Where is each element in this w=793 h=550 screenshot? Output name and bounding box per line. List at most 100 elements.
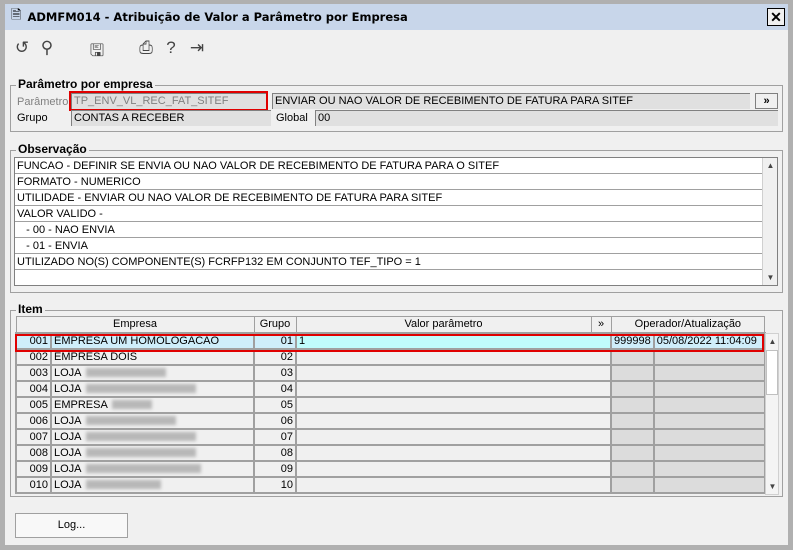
observation-line: - 00 - NAO ENVIA [15,222,763,238]
param-description: ENVIAR OU NAO VALOR DE RECEBIMENTO DE FA… [272,93,750,109]
cell-operador: 999998 [610,331,655,350]
cell-empresa: LOJA [50,411,255,430]
cell-code: 002 [15,347,52,366]
cell-data [652,443,766,462]
cell-empresa: LOJA [50,427,255,446]
table-row[interactable]: 002 EMPRESA DOIS 02 [15,347,766,366]
scroll-up-icon[interactable]: ▲ [766,161,775,170]
cell-grupo: 04 [253,379,297,398]
observation-line: UTILIZADO NO(S) COMPONENTE(S) FCRFP132 E… [15,254,763,270]
cell-valor[interactable] [295,395,612,414]
save-icon[interactable]: 🖫 [89,41,105,60]
redacted-text [85,464,201,474]
table-row[interactable]: 004 LOJA 04 [15,379,766,398]
cell-valor[interactable] [295,411,612,430]
global-field: 00 [315,110,778,126]
table-row[interactable]: 003 LOJA 03 [15,363,766,382]
header-empresa[interactable]: Empresa [15,316,255,333]
cell-empresa: LOJA [50,379,255,398]
cell-data [652,475,766,494]
cell-grupo: 08 [253,443,297,462]
group-field: CONTAS A RECEBER [71,110,271,126]
search-icon[interactable]: ⚲ [40,38,54,57]
exit-icon[interactable]: ⇥ [189,38,205,57]
cell-code: 005 [15,395,52,414]
param-more-button[interactable]: » [755,93,778,109]
cell-data [652,459,766,478]
window-title: ADMFM014 - Atribuição de Valor a Parâmet… [27,10,408,24]
help-icon[interactable]: ? [166,38,176,57]
empresa-name: EMPRESA DOIS [54,350,138,363]
cell-empresa: LOJA [50,363,255,382]
cell-grupo: 03 [253,363,297,382]
group-label: Grupo [17,112,48,124]
cell-empresa: LOJA [50,475,255,494]
item-legend: Item [16,302,45,316]
cell-grupo: 06 [253,411,297,430]
cell-data [652,395,766,414]
item-table: Empresa Grupo Valor parâmetro » Operador… [15,316,766,494]
redacted-text [85,416,176,426]
cell-valor[interactable] [295,379,612,398]
table-row[interactable]: 006 LOJA 06 [15,411,766,430]
cell-valor[interactable] [295,427,612,446]
cell-code: 004 [15,379,52,398]
scroll-down-icon[interactable]: ▼ [766,273,775,282]
cell-code: 006 [15,411,52,430]
print-icon[interactable]: ⎙ [139,38,153,57]
observation-scrollbar[interactable]: ▲ ▼ [762,158,777,285]
cell-valor[interactable] [295,363,612,382]
table-row[interactable]: 008 LOJA 08 [15,443,766,462]
header-more-button[interactable]: » [590,316,612,333]
redacted-text [85,368,166,378]
redacted-text [85,432,196,442]
cell-code: 010 [15,475,52,494]
param-input[interactable]: TP_ENV_VL_REC_FAT_SITEF [71,93,266,109]
param-legend: Parâmetro por empresa [16,77,155,91]
global-label: Global [276,112,308,124]
header-operador[interactable]: Operador/Atualização [610,316,766,333]
app-icon: 🗎 [11,7,22,22]
undo-icon[interactable]: ↺ [14,38,30,57]
header-valor[interactable]: Valor parâmetro [295,316,592,333]
observation-textarea[interactable]: FUNCAO - DEFINIR SE ENVIA OU NAO VALOR D… [14,157,778,286]
table-row[interactable]: 001 EMPRESA UM HOMOLOGACAO 01 1 999998 05/08/… [15,331,766,350]
header-grupo[interactable]: Grupo [253,316,297,333]
cell-valor[interactable] [295,475,612,494]
cell-grupo: 05 [253,395,297,414]
close-button[interactable]: ✕ [767,8,785,26]
item-scrollbar[interactable]: ▲ ▼ [765,333,779,495]
cell-operador [610,443,655,462]
redacted-text [85,448,196,458]
cell-data [652,363,766,382]
cell-data [652,411,766,430]
title-bar: 🗎 ADMFM014 - Atribuição de Valor a Parâm… [5,4,788,30]
observation-group: Observação [10,142,783,293]
cell-valor[interactable] [295,347,612,366]
redacted-text [111,400,152,410]
cell-valor[interactable] [295,459,612,478]
cell-operador [610,475,655,494]
cell-valor[interactable] [295,443,612,462]
cell-empresa: EMPRESA [50,395,255,414]
param-label: Parâmetro [17,96,69,108]
scroll-up-icon[interactable]: ▲ [768,337,777,346]
log-button[interactable]: Log... [15,513,128,538]
table-row[interactable]: 005 EMPRESA 05 [15,395,766,414]
scroll-down-icon[interactable]: ▼ [768,482,777,491]
observation-line: VALOR VALIDO - [15,206,763,222]
cell-valor[interactable]: 1 [295,331,612,350]
observation-line: FORMATO - NUMERICO [15,174,763,190]
table-row[interactable]: 010 LOJA 10 [15,475,766,494]
cell-grupo: 02 [253,347,297,366]
cell-operador [610,427,655,446]
cell-code: 001 [15,331,52,350]
cell-grupo: 07 [253,427,297,446]
table-row[interactable]: 007 LOJA 07 [15,427,766,446]
table-row[interactable]: 009 LOJA 09 [15,459,766,478]
param-group: Parâmetro por empresa [10,77,783,132]
cell-data [652,427,766,446]
cell-operador [610,459,655,478]
scroll-thumb[interactable] [766,350,778,395]
